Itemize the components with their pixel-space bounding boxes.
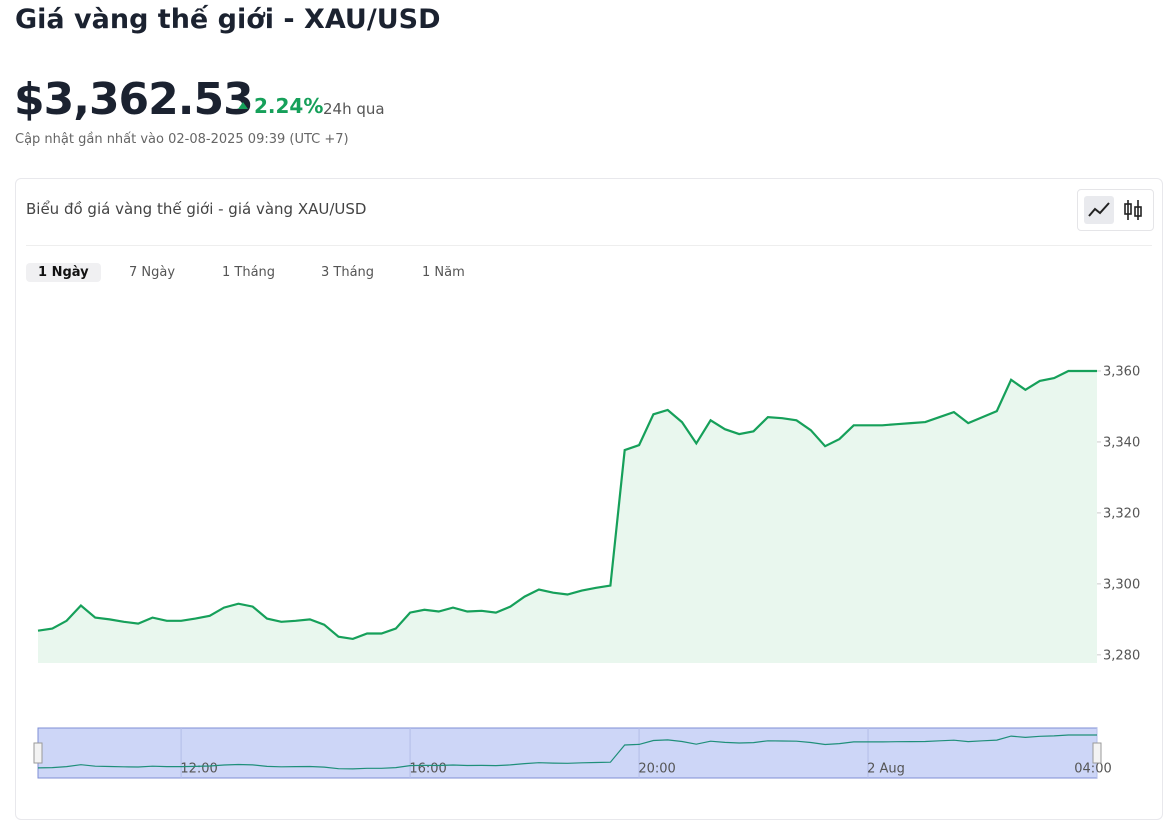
- updated-time: Cập nhật gần nhất vào 02-08-2025 09:39 (…: [15, 132, 349, 147]
- range-tab[interactable]: 3 Tháng: [321, 265, 375, 280]
- page: Giá vàng thế giới - XAU/USD $3,362.53 2.…: [14, 4, 1163, 820]
- divider: [26, 245, 1152, 246]
- range-tab[interactable]: 1 Năm: [422, 265, 465, 280]
- range-tab[interactable]: 1 Ngày: [26, 263, 101, 282]
- x-tick-label: 04:00: [1074, 762, 1111, 777]
- line-chart-button[interactable]: [1084, 196, 1114, 224]
- up-arrow: [238, 102, 248, 109]
- x-tick-label: 20:00: [638, 762, 675, 777]
- page-title: Giá vàng thế giới - XAU/USD: [15, 4, 441, 35]
- y-tick-label: 3,280: [1103, 648, 1140, 663]
- y-tick-label: 3,300: [1103, 577, 1140, 592]
- price-line: [37, 369, 1097, 641]
- y-tick-label: 3,360: [1103, 364, 1140, 379]
- price-change: 2.24%: [254, 94, 324, 118]
- change-period: 24h qua: [323, 100, 385, 118]
- range-tab[interactable]: 1 Tháng: [222, 265, 276, 280]
- line-icon: [1088, 202, 1110, 217]
- navigator-line: [37, 734, 1097, 770]
- chart: 3,280 3,300 3,320 3,340 3,360 12:00 16:00 20:00…: [33, 364, 1140, 779]
- y-tick-label: 3,320: [1103, 506, 1140, 521]
- x-tick-label: 16:00: [409, 762, 446, 777]
- area: [38, 371, 1097, 663]
- range-tab[interactable]: 7 Ngày: [129, 265, 176, 280]
- y-tick-label: 3,340: [1103, 435, 1140, 450]
- navigator-handle[interactable]: [33, 742, 43, 764]
- navigator-handle[interactable]: [1092, 742, 1102, 764]
- chart-type-switch: [1077, 189, 1154, 231]
- x-tick-label: 12:00: [180, 762, 217, 777]
- price: $3,362.53: [14, 74, 254, 125]
- chart-type-icons: [1084, 196, 1142, 224]
- candle-chart-button[interactable]: [1124, 200, 1142, 220]
- x-tick-label: 2 Aug: [867, 762, 905, 777]
- card-title: Biểu đồ giá vàng thế giới - giá vàng XAU…: [26, 200, 367, 218]
